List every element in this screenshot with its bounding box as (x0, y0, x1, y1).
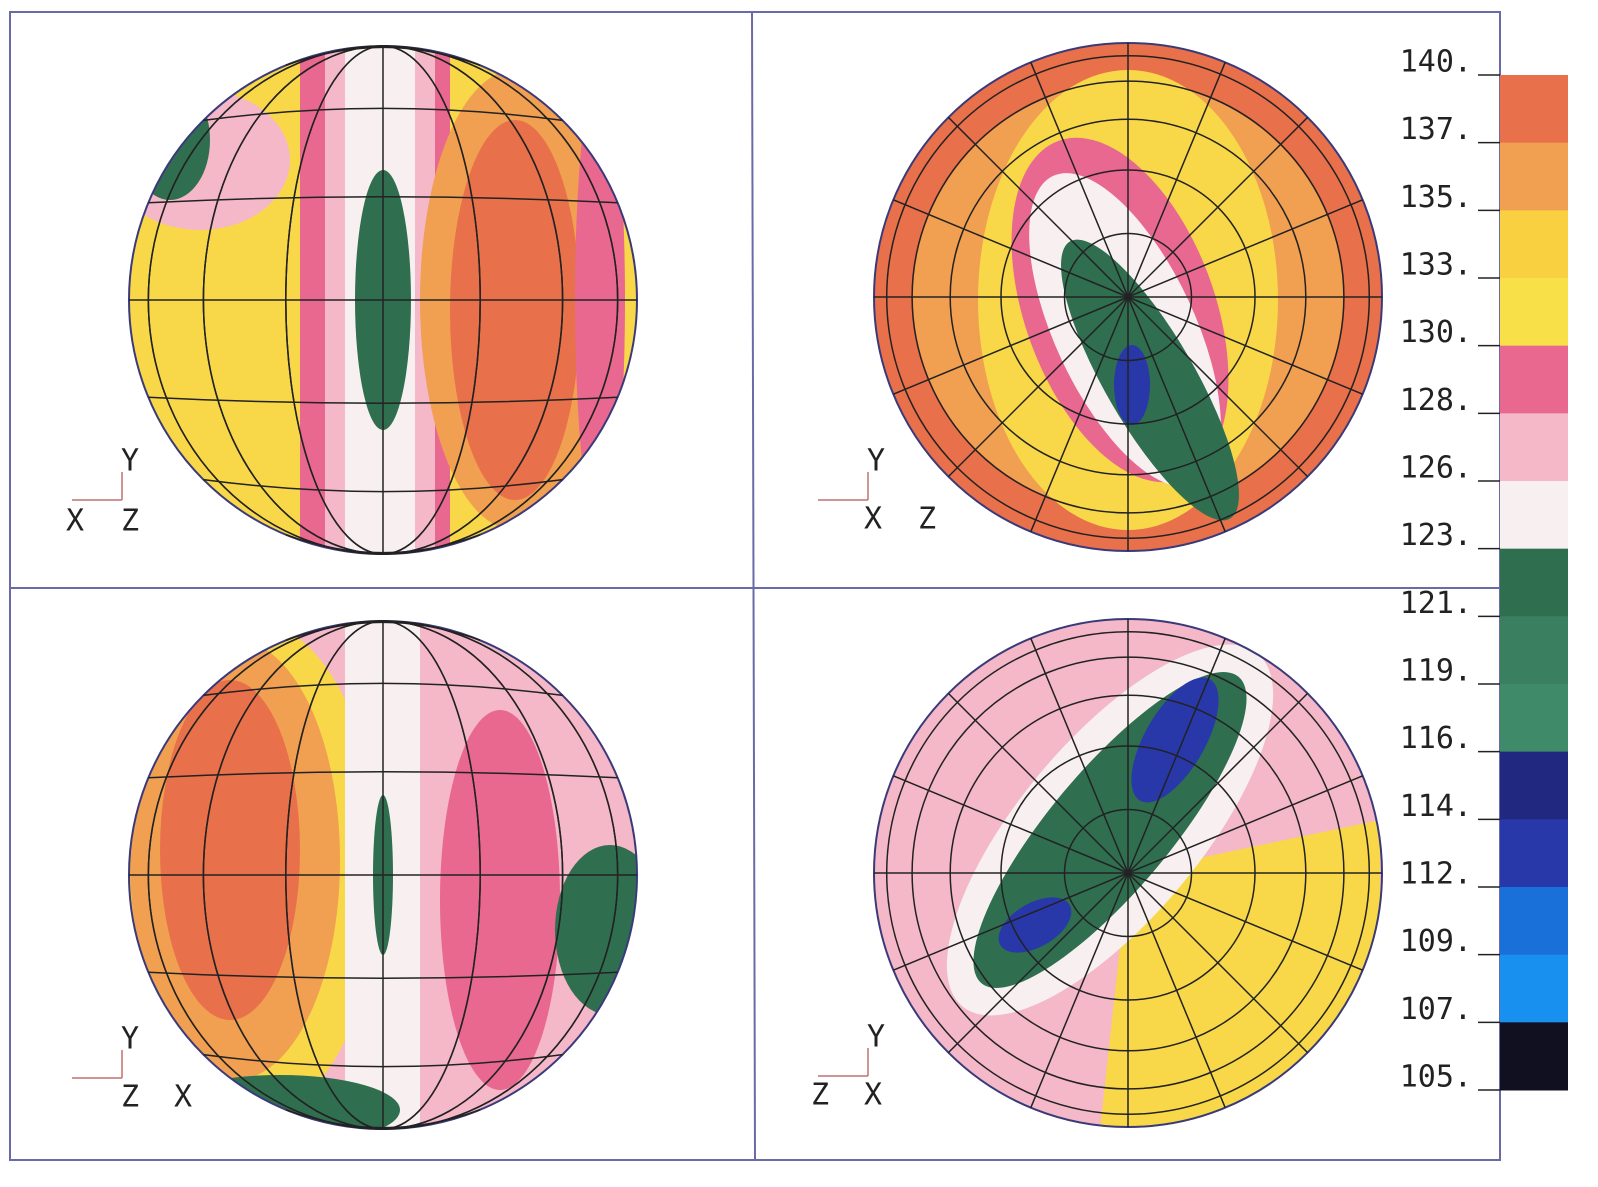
colorbar-tick-label: 116. (1400, 721, 1472, 756)
triad-label: X (174, 1080, 192, 1115)
triad-label: Z (121, 504, 139, 539)
color-band (1500, 684, 1568, 752)
color-band (1500, 752, 1568, 820)
triad-label: X (66, 504, 84, 539)
color-band (1500, 616, 1568, 684)
color-band (1500, 481, 1568, 549)
triad-label: Y (867, 444, 885, 479)
colorbar: 140. 137. 135. 133. 130. 128. 126. 123. 121. 119.… (1400, 45, 1568, 1095)
color-band (1500, 819, 1568, 887)
triad-label: X (864, 502, 882, 537)
color-band (1500, 278, 1568, 346)
colorbar-tick-label: 133. (1400, 248, 1472, 283)
colorbar-tick-label: 137. (1400, 112, 1472, 147)
colorbar-tick-label: 128. (1400, 383, 1472, 418)
figure: YXZYXZYZXYZX 140.137.135.133.130.128.126… (0, 0, 1598, 1183)
colorbar-tick-label: 109. (1400, 924, 1472, 959)
colorbar-tick-label: 126. (1400, 451, 1472, 486)
color-band (1500, 143, 1568, 211)
colorbar-tick-label: 121. (1400, 586, 1472, 621)
color-band (1500, 887, 1568, 955)
divider (752, 12, 755, 1160)
triad-label: Y (121, 444, 139, 479)
colorbar-tick-label: 140. (1400, 45, 1472, 80)
triad-label: Y (867, 1020, 885, 1055)
color-band (1500, 549, 1568, 617)
colorbar-tick-label: 123. (1400, 518, 1472, 553)
colorbar-tick-label: 119. (1400, 654, 1472, 689)
triad-label: Y (121, 1022, 139, 1057)
colorbar-tick-label: 135. (1400, 180, 1472, 215)
triad-label: X (864, 1078, 882, 1113)
triad-label: Z (811, 1078, 829, 1113)
color-band (1500, 413, 1568, 481)
colorbar-tick-label: 130. (1400, 315, 1472, 350)
color-band (1500, 1022, 1568, 1090)
color-band (1500, 75, 1568, 143)
color-band (1500, 346, 1568, 414)
triad-label: Z (918, 502, 936, 537)
colorbar-tick-label: 112. (1400, 857, 1472, 892)
colorbar-tick-label: 114. (1400, 789, 1472, 824)
color-band (1500, 210, 1568, 278)
triad-label: Z (121, 1080, 139, 1115)
colorbar-tick-label: 107. (1400, 992, 1472, 1027)
color-band (1500, 955, 1568, 1023)
colorbar-tick-label: 105. (1400, 1060, 1472, 1095)
